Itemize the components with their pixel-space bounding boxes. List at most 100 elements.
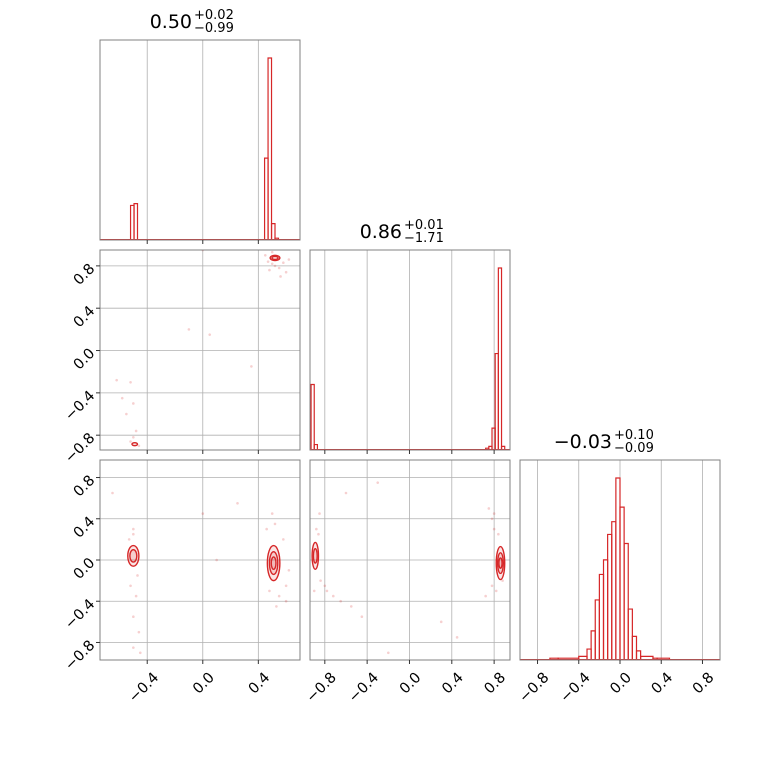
hist-bin	[310, 383, 315, 450]
x-tick-label: −0.4	[126, 670, 162, 706]
panel-content	[311, 481, 506, 655]
sample-point	[129, 440, 132, 443]
density-contour	[271, 255, 279, 261]
panel-2-1: −0.8 −0.4 0.0 0.4 0.8	[304, 459, 511, 706]
panel-title-plus: +0.10	[614, 428, 654, 443]
density-contour	[129, 548, 138, 563]
sample-point	[376, 481, 380, 484]
hist-bin	[631, 635, 638, 660]
panel-title-value: 0.86	[360, 221, 402, 243]
sample-point	[132, 436, 135, 439]
sample-point	[132, 402, 135, 405]
sample-point	[129, 380, 132, 384]
panel-title-2: −0.03 +0.10−0.09	[554, 428, 654, 456]
sample-point	[125, 412, 128, 416]
sample-point	[487, 507, 491, 510]
sample-point	[484, 594, 487, 598]
y-tick-label: 0.4	[71, 514, 99, 542]
x-tick-label: 0.0	[607, 670, 635, 698]
sample-point	[136, 574, 139, 577]
sample-point	[132, 532, 135, 536]
panel-content	[100, 57, 300, 240]
panel-2-0: −0.4 0.0 0.4 −0.8 −0.4 0.0 0.4 0.8	[62, 459, 301, 706]
y-tick-label: −0.8	[62, 638, 98, 674]
sample-point	[129, 584, 132, 588]
sample-point	[325, 589, 329, 593]
panel-title-value: 0.50	[150, 11, 192, 33]
sample-point	[268, 268, 271, 272]
hist-bin	[313, 443, 319, 450]
sample-point	[270, 250, 274, 254]
sample-point	[138, 651, 142, 655]
density-contour	[268, 551, 279, 576]
panel-frame	[99, 249, 301, 451]
y-tick-label: −0.4	[62, 596, 98, 632]
sample-point	[236, 501, 239, 505]
y-tick-label: −0.4	[62, 388, 98, 424]
sample-point	[215, 558, 218, 562]
hist-bin	[656, 657, 671, 660]
hist-bin	[602, 559, 609, 660]
hist-bin	[619, 506, 625, 660]
sample-point	[349, 605, 353, 608]
sample-point	[132, 527, 135, 531]
x-tick-label: 0.8	[482, 670, 510, 698]
hist-bin	[586, 648, 592, 660]
hist-bin	[623, 542, 629, 660]
x-tick-label: −0.8	[304, 670, 340, 706]
x-tick-label: −0.4	[558, 670, 594, 706]
sample-point	[134, 429, 138, 433]
hist-bin	[500, 445, 506, 450]
sample-point	[120, 396, 124, 400]
sample-point	[268, 589, 271, 593]
sample-point	[344, 491, 348, 495]
panel-content	[115, 250, 291, 448]
hist-bin	[611, 521, 617, 660]
sample-point	[263, 253, 267, 257]
sample-point	[490, 584, 494, 588]
sample-point	[137, 444, 141, 448]
sample-point	[319, 579, 322, 582]
density-contour	[131, 441, 139, 447]
sample-point	[387, 651, 390, 655]
y-tick-label: 0.8	[71, 261, 99, 289]
y-tick-label: 0.4	[71, 303, 99, 331]
sample-point	[208, 333, 212, 336]
panel-content	[310, 267, 510, 450]
panel-content	[520, 477, 720, 660]
sample-point	[360, 615, 364, 619]
panel-1-1	[309, 249, 511, 454]
y-tick-label: 0.0	[71, 346, 99, 374]
x-tick-label: 0.8	[690, 670, 718, 698]
sample-point	[132, 615, 135, 619]
hist-bin	[598, 573, 605, 660]
y-tick-label: −0.8	[62, 430, 98, 466]
x-tick-label: 0.0	[190, 670, 218, 698]
sample-point	[317, 532, 320, 536]
y-tick-label: 0.8	[71, 473, 99, 501]
sample-point	[284, 584, 288, 588]
hist-bin	[615, 477, 621, 660]
sample-point	[277, 594, 281, 598]
sample-point	[497, 532, 500, 536]
sample-point	[132, 646, 135, 649]
panel-title-minus: −0.99	[194, 21, 234, 36]
panel-2-2: −0.8 −0.4 0.0 0.4 0.8	[516, 459, 721, 706]
panel-frame	[309, 459, 511, 661]
hist-bin	[497, 267, 503, 450]
panel-frame	[309, 249, 511, 451]
sample-point	[492, 512, 496, 515]
hist-bin	[133, 203, 139, 240]
x-tick-label: 0.0	[397, 670, 425, 698]
panel-title-0: 0.50 +0.02−0.99	[150, 8, 234, 36]
sample-point	[284, 599, 288, 603]
panel-1-0: −0.8 −0.4 0.0 0.4 0.8	[62, 249, 301, 467]
hist-bin	[594, 599, 600, 660]
sample-point	[275, 605, 278, 608]
sample-point	[312, 589, 316, 593]
sample-point	[127, 538, 131, 541]
density-contour	[496, 552, 505, 575]
sample-point	[270, 512, 274, 515]
sample-point	[273, 264, 277, 268]
